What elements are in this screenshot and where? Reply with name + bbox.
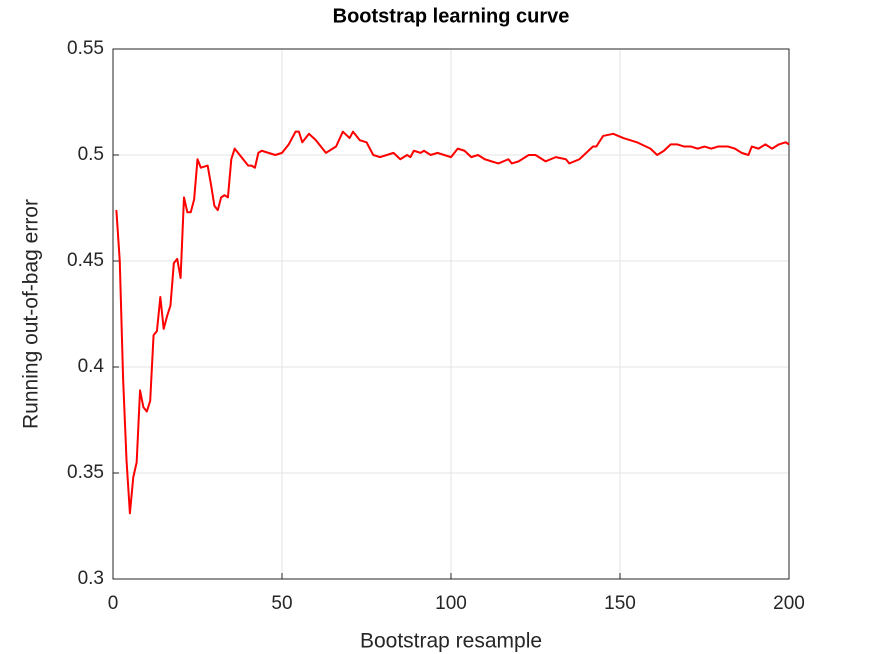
y-tick-label: 0.3 — [78, 568, 104, 589]
y-axis-label: Running out-of-bag error — [20, 199, 43, 429]
y-tick-label: 0.4 — [78, 356, 105, 377]
x-tick-label: 50 — [271, 593, 292, 614]
x-tick-label: 200 — [773, 593, 805, 614]
plot-frame — [112, 48, 790, 580]
x-tick-label: 100 — [435, 593, 467, 614]
y-tick-label: 0.55 — [67, 38, 104, 59]
y-tick-label: 0.5 — [78, 144, 104, 165]
data-line — [115, 130, 790, 515]
x-tick-label: 0 — [108, 593, 119, 614]
y-tick-label: 0.35 — [67, 462, 104, 483]
x-tick-label: 150 — [604, 593, 636, 614]
y-tick-label: 0.45 — [67, 250, 104, 271]
chart-title: Bootstrap learning curve — [333, 5, 570, 27]
x-axis-label: Bootstrap resample — [360, 630, 542, 653]
